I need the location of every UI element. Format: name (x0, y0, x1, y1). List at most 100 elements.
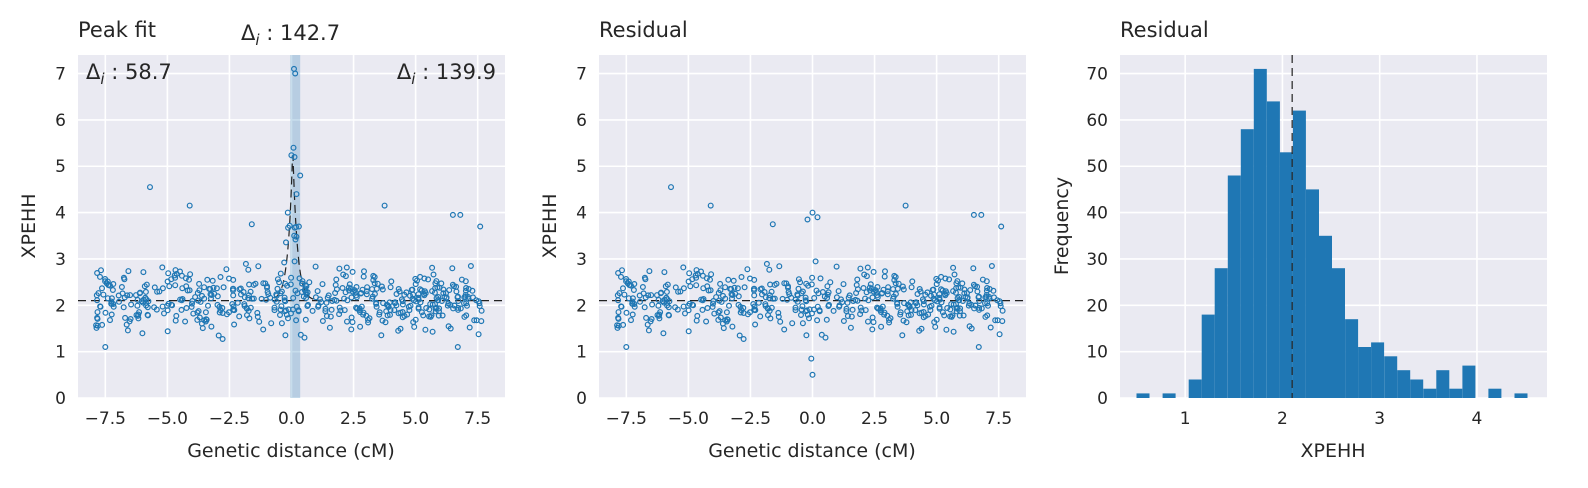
scatter-point (950, 328, 957, 335)
scatter-point (189, 300, 196, 307)
scatter-point (767, 281, 774, 288)
scatter-point (353, 294, 360, 301)
scatter-point (230, 276, 237, 283)
scatter-point (693, 317, 700, 324)
scatter-point (700, 285, 707, 292)
scatter-point (120, 304, 127, 311)
scatter-point (655, 296, 662, 303)
scatter-point (920, 301, 927, 308)
scatter-point (805, 315, 812, 322)
scatter-point (631, 301, 638, 308)
scatter-point (291, 224, 298, 231)
histogram-bar (1292, 110, 1306, 398)
scatter-point (324, 294, 331, 301)
scatter-point (247, 288, 254, 295)
scatter-point (242, 260, 249, 267)
scatter-point (464, 302, 471, 309)
scatter-point (475, 331, 482, 338)
scatter-point (407, 302, 414, 309)
scatter-point (284, 209, 291, 216)
histogram-bar (1345, 319, 1359, 398)
scatter-point (178, 306, 185, 313)
scatter-point (427, 301, 434, 308)
scatter-point (869, 314, 876, 321)
scatter-point (190, 310, 197, 317)
scatter-point (864, 264, 871, 271)
scatter-point (874, 294, 881, 301)
scatter-point (779, 295, 786, 302)
scatter-point (755, 299, 762, 306)
scatter-point (274, 285, 281, 292)
scatter-point (454, 344, 461, 351)
residual-histogram-y-axis-label: Frequency (1051, 177, 1073, 275)
scatter-point (848, 313, 855, 320)
scatter-point (953, 280, 960, 287)
x-tick-label: 2.5 (861, 409, 888, 429)
scatter-point (942, 275, 949, 282)
scatter-point (462, 278, 469, 285)
scatter-point (471, 317, 478, 324)
scatter-point (463, 312, 470, 319)
scatter-point (770, 295, 777, 302)
scatter-point (803, 332, 810, 339)
scatter-point (664, 296, 671, 303)
scatter-point (686, 300, 693, 307)
scatter-point (761, 289, 768, 296)
scatter-point (336, 311, 343, 318)
scatter-point (169, 302, 176, 309)
scatter-point (236, 313, 243, 320)
scatter-point (432, 308, 439, 315)
scatter-point (657, 309, 664, 316)
scatter-point (925, 311, 932, 318)
scatter-point (799, 320, 806, 327)
scatter-point (208, 323, 215, 330)
scatter-point (636, 292, 643, 299)
scatter-point (897, 309, 904, 316)
scatter-point (803, 298, 810, 305)
scatter-point (615, 309, 622, 316)
scatter-point (975, 294, 982, 301)
scatter-point (912, 300, 919, 307)
x-tick-label: 5.0 (923, 409, 950, 429)
scatter-point (445, 323, 452, 330)
scatter-point (418, 309, 425, 316)
histogram-bar (1306, 189, 1319, 398)
scatter-point (797, 279, 804, 286)
scatter-point (219, 310, 226, 317)
scatter-point (273, 298, 280, 305)
scatter-point (230, 303, 237, 310)
histogram-bar (1384, 356, 1398, 398)
scatter-point (644, 321, 651, 328)
scatter-point (824, 291, 831, 298)
scatter-point (220, 284, 227, 291)
scatter-point (764, 312, 771, 319)
scatter-point (646, 268, 653, 275)
y-tick-label: 2 (576, 296, 587, 316)
scatter-point (271, 304, 278, 311)
scatter-point (271, 307, 278, 314)
scatter-point (983, 278, 990, 285)
scatter-point (184, 287, 191, 294)
scatter-point (432, 280, 439, 287)
scatter-point (137, 289, 144, 296)
scatter-point (757, 313, 764, 320)
scatter-point (823, 316, 830, 323)
scatter-point (699, 297, 706, 304)
scatter-point (870, 268, 877, 275)
scatter-point (728, 295, 735, 302)
scatter-point (943, 326, 950, 333)
scatter-point (689, 276, 696, 283)
scatter-point (388, 278, 395, 285)
scatter-point (348, 314, 355, 321)
scatter-point (277, 270, 284, 277)
scatter-point (358, 290, 365, 297)
scatter-point (730, 277, 737, 284)
scatter-point (642, 276, 649, 283)
y-tick-label: 60 (1086, 111, 1108, 131)
scatter-point (685, 328, 692, 335)
scatter-point (94, 314, 101, 321)
scatter-point (677, 288, 684, 295)
scatter-point (192, 294, 199, 301)
y-tick-label: 7 (55, 65, 66, 85)
scatter-point (255, 263, 262, 270)
